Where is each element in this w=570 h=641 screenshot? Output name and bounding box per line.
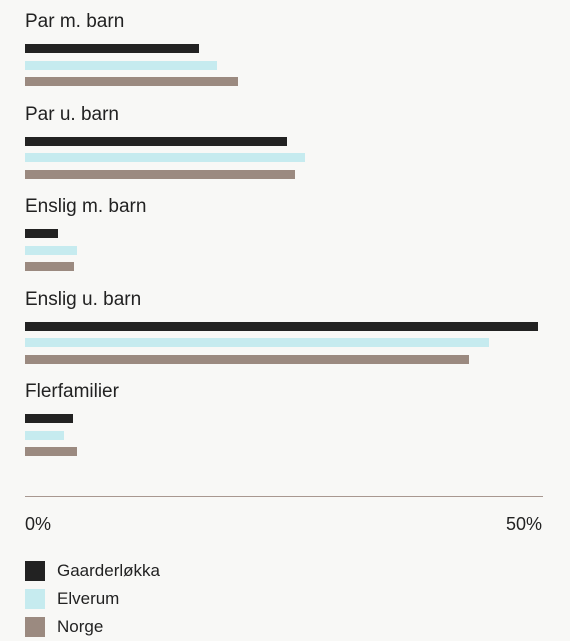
legend-item-elverum: Elverum (25, 585, 160, 613)
bar-gaarderlokka-flerfamilier (25, 414, 74, 423)
legend-item-norge: Norge (25, 613, 160, 641)
bar-norge-enslig-u-barn (25, 354, 470, 364)
x-tick-label-0: 0% (25, 514, 52, 534)
bar-norge-flerfamilier (25, 447, 78, 456)
bar-elverum-flerfamilier (25, 430, 64, 440)
legend-label-elverum: Elverum (57, 589, 120, 608)
category-label-par-u-barn: Par u. barn (25, 103, 119, 125)
legend-label-norge: Norge (57, 617, 104, 636)
bar-elverum-enslig-u-barn (25, 338, 489, 347)
bar-norge-enslig-m-barn (25, 262, 75, 271)
bar-norge-par-m-barn (25, 77, 239, 86)
bar-norge-par-u-barn (25, 169, 295, 179)
bar-elverum-enslig-m-barn (25, 245, 78, 255)
bar-elverum-par-u-barn (25, 153, 306, 162)
x-tick-label-50: 50% (505, 514, 542, 534)
category-label-enslig-u-barn: Enslig u. barn (25, 288, 142, 310)
category-label-flerfamilier: Flerfamilier (25, 381, 119, 402)
legend-swatch-elverum (25, 589, 45, 609)
bar-gaarderlokka-par-u-barn (25, 136, 287, 146)
x-axis-line (25, 496, 543, 497)
legend-swatch-norge (25, 617, 45, 637)
category-label-enslig-m-barn: Enslig m. barn (25, 196, 147, 217)
bar-gaarderlokka-enslig-u-barn (25, 321, 538, 331)
bar-gaarderlokka-enslig-m-barn (25, 229, 58, 238)
bar-elverum-par-m-barn (25, 60, 217, 70)
category-label-par-m-barn: Par m. barn (25, 11, 125, 32)
legend-label-gaarderlokka: Gaarderløkka (57, 561, 160, 580)
legend: Gaarderløkka Elverum Norge (25, 557, 160, 641)
legend-item-gaarderlokka: Gaarderløkka (25, 557, 160, 585)
legend-swatch-gaarderlokka (25, 561, 45, 581)
bar-gaarderlokka-par-m-barn (25, 44, 200, 53)
